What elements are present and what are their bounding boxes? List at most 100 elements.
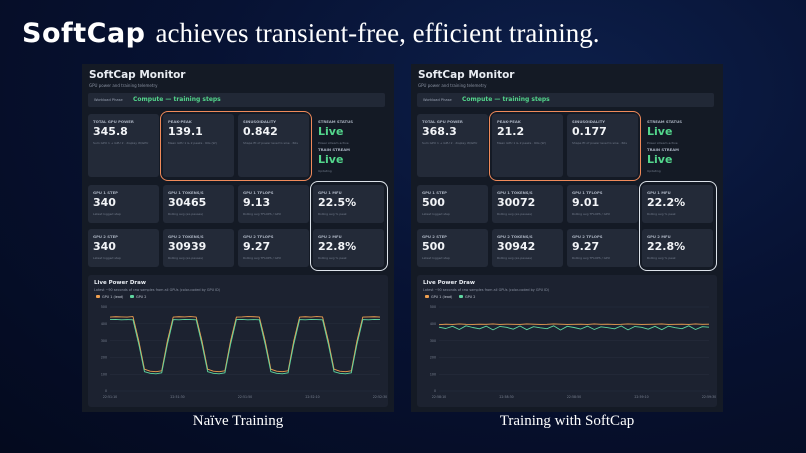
gpu-label: GPU 2 TFLOPS <box>572 234 603 239</box>
gpu-label: GPU 1 TFLOPS <box>572 190 603 195</box>
y-tick-label: 400 <box>101 322 107 326</box>
gpu-card: GPU 1 TOKENS/S 30072 Rolling avg (ex-pause… <box>492 185 563 223</box>
gpu-note: Rolling avg % peak <box>318 212 347 216</box>
power-line <box>109 318 381 375</box>
metric-card: STREAM STATUS Live Power stream active TRAI… <box>313 114 384 177</box>
metric-card: SINUSOIDALITY 0.842 Shape fit of power lev… <box>238 114 309 177</box>
slide-title: SoftCap achieves transient-free, efficien… <box>22 18 600 49</box>
app-title: SoftCap Monitor <box>89 69 186 81</box>
gpu-card: GPU 2 STEP 340 Latest logged step <box>88 229 159 267</box>
y-tick-label: 200 <box>101 356 107 360</box>
legend-label: GPU 1 (lead) <box>431 295 453 299</box>
gpu-note: Latest logged step <box>422 212 450 216</box>
power-line <box>438 325 710 331</box>
x-tick-label: 22:51:50 <box>238 395 252 399</box>
gpu-note: Latest logged step <box>422 256 450 260</box>
chart-subtitle: Latest ~90 seconds of raw samples from a… <box>423 288 550 292</box>
power-line <box>109 316 381 373</box>
y-tick-label: 200 <box>430 356 436 360</box>
metric-note: Shape fit of power level to sine · 60s <box>572 141 627 145</box>
gpu-note: Rolling avg % peak <box>647 212 676 216</box>
y-tick-label: 300 <box>430 339 436 343</box>
phase-value: Compute — training steps <box>133 96 221 103</box>
gpu-card: GPU 1 MFU 22.2% Rolling avg % peak <box>642 185 713 223</box>
gpu-card: GPU 2 TFLOPS 9.27 Rolling avg TFLOPS / GPU <box>238 229 309 267</box>
gpu-note: Latest logged step <box>93 256 121 260</box>
metric-note: Updating <box>318 169 332 173</box>
metric-note: Sum GPU 1 + GPU 2 · display W/GPU <box>93 141 149 145</box>
app-subtitle: GPU power and training telemetry <box>418 83 487 88</box>
gpu-value: 30939 <box>168 240 207 253</box>
highlight-box <box>489 111 641 181</box>
gpu-note: Rolling avg TFLOPS / GPU <box>572 256 610 260</box>
power-line <box>438 323 710 326</box>
gpu-value: 22.8% <box>318 240 357 253</box>
gpu-label: GPU 2 STEP <box>93 234 118 239</box>
y-tick-label: 400 <box>430 322 436 326</box>
gpu-label: GPU 1 TOKENS/S <box>497 190 533 195</box>
metric-card: PEAK-PEAK 139.1 Mean GPU 1 & 2 peaks · 60s… <box>163 114 234 177</box>
gpu-label: GPU 1 STEP <box>93 190 118 195</box>
gpu-card: GPU 1 TOKENS/S 30465 Rolling avg (ex-pause… <box>163 185 234 223</box>
metric-value: 345.8 <box>93 125 128 138</box>
gpu-label: GPU 1 MFU <box>647 190 671 195</box>
gpu-note: Rolling avg (ex-pauses) <box>168 256 204 260</box>
power-chart: Live Power Draw Latest ~90 seconds of raw… <box>423 280 716 399</box>
panel-caption: Naïve Training <box>192 413 284 429</box>
chart-panel: Live Power Draw Latest ~90 seconds of raw… <box>417 275 717 407</box>
y-tick-label: 0 <box>434 389 436 393</box>
metric-card: TOTAL GPU POWER 345.8 Sum GPU 1 + GPU 2 · … <box>88 114 159 177</box>
metric-note: Power stream active <box>647 141 678 145</box>
gpu-note: Latest logged step <box>93 212 121 216</box>
chart-title: Live Power Draw <box>423 280 475 286</box>
gpu-note: Rolling avg TFLOPS / GPU <box>243 212 281 216</box>
gpu-label: GPU 2 MFU <box>647 234 671 239</box>
gpu-value: 500 <box>422 196 445 209</box>
metric-note: Sum GPU 1 + GPU 2 · display W/GPU <box>422 141 478 145</box>
gpu-card: GPU 2 STEP 500 Latest logged step <box>417 229 488 267</box>
x-tick-label: 22:59:10 <box>634 395 648 399</box>
gpu-value: 340 <box>93 240 116 253</box>
gpu-card: GPU 2 MFU 22.8% Rolling avg % peak <box>642 229 713 267</box>
gpu-value: 22.8% <box>647 240 686 253</box>
gpu-label: GPU 1 TOKENS/S <box>168 190 204 195</box>
gpu-value: 9.01 <box>572 196 600 209</box>
metric-label: STREAM STATUS <box>318 119 353 124</box>
legend-swatch <box>96 295 100 298</box>
metric-note: Shape fit of power level to sine · 60s <box>243 141 298 145</box>
chart-title: Live Power Draw <box>94 280 146 286</box>
metric-card: PEAK-PEAK 21.2 Mean GPU 1 & 2 peaks · 60s … <box>492 114 563 177</box>
x-tick-label: 22:52:10 <box>305 395 319 399</box>
title-text: achieves transient-free, efficient train… <box>155 18 600 48</box>
gpu-card: GPU 1 TFLOPS 9.13 Rolling avg TFLOPS / GPU <box>238 185 309 223</box>
chart-panel: Live Power Draw Latest ~90 seconds of raw… <box>88 275 388 407</box>
power-chart: Live Power Draw Latest ~90 seconds of raw… <box>94 280 387 399</box>
gpu-label: GPU 1 STEP <box>422 190 447 195</box>
gpu-value: 22.2% <box>647 196 686 209</box>
gpu-note: Rolling avg TFLOPS / GPU <box>572 212 610 216</box>
metric-value: 0.177 <box>572 125 607 138</box>
gpu-value: 30072 <box>497 196 536 209</box>
legend-swatch <box>130 295 134 298</box>
metric-label: SINUSOIDALITY <box>243 119 277 124</box>
gpu-note: Rolling avg % peak <box>318 256 347 260</box>
app-subtitle: GPU power and training telemetry <box>89 83 158 88</box>
metric-label: TRAIN STREAM <box>647 147 679 152</box>
gpu-label: GPU 2 TOKENS/S <box>168 234 204 239</box>
metric-card: TOTAL GPU POWER 368.3 Sum GPU 1 + GPU 2 · … <box>417 114 488 177</box>
x-tick-label: 22:58:30 <box>499 395 513 399</box>
metric-note: Mean GPU 1 & 2 peaks · 60s (W) <box>497 141 546 145</box>
phase-bar: Workload Phase Compute — training steps <box>417 93 714 107</box>
gpu-card: GPU 2 TFLOPS 9.27 Rolling avg TFLOPS / GPU <box>567 229 638 267</box>
gpu-card: GPU 1 TFLOPS 9.01 Rolling avg TFLOPS / GPU <box>567 185 638 223</box>
x-tick-label: 22:59:30 <box>702 395 716 399</box>
x-tick-label: 22:58:10 <box>432 395 446 399</box>
dashboard-panel: SoftCap Monitor GPU power and training te… <box>82 64 394 412</box>
gpu-label: GPU 2 MFU <box>318 234 342 239</box>
metric-value: 139.1 <box>168 125 203 138</box>
gpu-value: 9.13 <box>243 196 271 209</box>
phase-bar: Workload Phase Compute — training steps <box>88 93 385 107</box>
gpu-label: GPU 1 MFU <box>318 190 342 195</box>
gpu-label: GPU 2 TOKENS/S <box>497 234 533 239</box>
